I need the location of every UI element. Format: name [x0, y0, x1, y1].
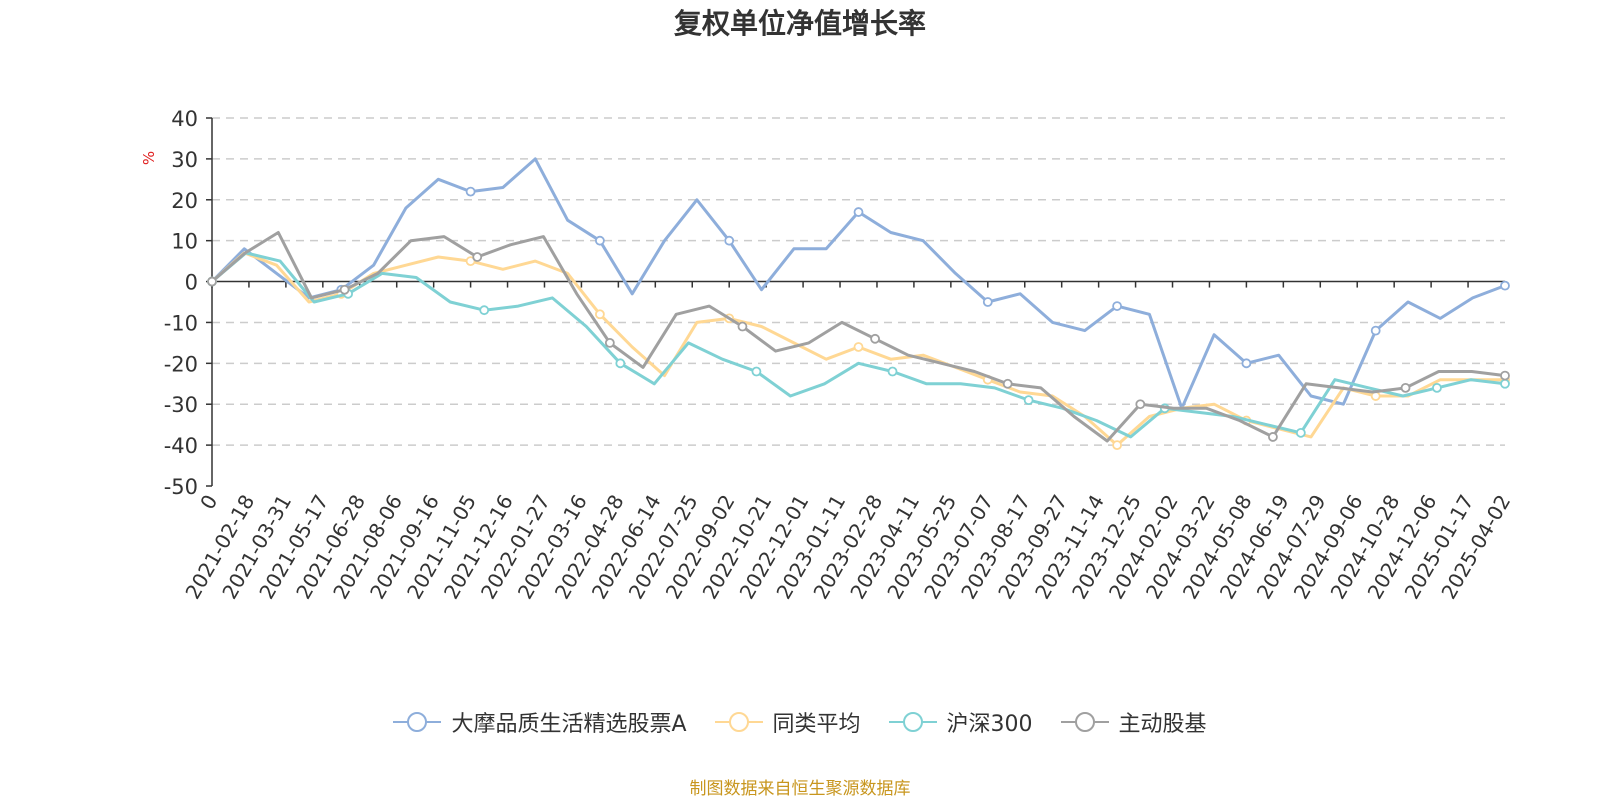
legend-marker-icon — [714, 712, 763, 732]
series-point-0 — [1500, 280, 1510, 291]
series-point-3 — [870, 333, 880, 344]
series-point-3 — [604, 337, 615, 348]
y-tick-label: 0 — [185, 271, 198, 295]
chart-title: 复权单位净值增长率 — [673, 7, 926, 40]
source-note: 制图数据来自恒生聚源数据库 — [689, 779, 911, 799]
series-point-0 — [595, 235, 605, 246]
series-point-3 — [737, 321, 748, 332]
series-point-2 — [1295, 427, 1306, 438]
series-point-0 — [853, 207, 864, 217]
series-point-3 — [472, 252, 483, 262]
series-point-3 — [1268, 432, 1278, 442]
legend-label: 沪深300 — [946, 712, 1033, 737]
y-tick-label: 30 — [171, 148, 198, 172]
series-point-3 — [1135, 399, 1146, 410]
series-point-1 — [1112, 440, 1122, 451]
series-point-2 — [751, 366, 762, 377]
legend-item-peer-average[interactable]: 同类平均 — [714, 706, 861, 738]
series-line-3 — [211, 231, 1506, 443]
series-point-3 — [1002, 378, 1013, 389]
series-point-2 — [1023, 395, 1034, 406]
series-point-0 — [1241, 358, 1252, 369]
series-point-2 — [887, 366, 898, 377]
series-point-0 — [465, 186, 476, 197]
series-point-0 — [724, 235, 735, 246]
series-point-3 — [339, 284, 350, 295]
y-tick-label: -50 — [164, 475, 198, 499]
series-point-0 — [1112, 301, 1122, 311]
series-point-2 — [479, 305, 490, 316]
y-tick-label: -40 — [164, 434, 198, 458]
y-tick-label: 10 — [171, 230, 198, 254]
series-line-2 — [211, 251, 1506, 439]
legend-label: 主动股基 — [1118, 712, 1207, 737]
legend-marker-icon — [393, 712, 442, 732]
series-point-2 — [1500, 378, 1510, 389]
y-tick-label: 20 — [171, 189, 198, 213]
series-point-3 — [207, 276, 217, 287]
legend-marker-icon — [1060, 712, 1109, 732]
series-line-0 — [210, 157, 1506, 410]
y-tick-label: -20 — [164, 352, 198, 376]
series-point-1 — [853, 342, 864, 352]
y-tick-label: -30 — [164, 393, 198, 417]
series-point-2 — [615, 358, 626, 369]
legend-item-csi300[interactable]: 沪深300 — [888, 706, 1033, 738]
x-tick-label: 0 — [195, 491, 222, 514]
y-tick-label: -10 — [164, 311, 198, 335]
series-point-1 — [595, 309, 605, 320]
series-point-3 — [1400, 382, 1411, 393]
series-point-2 — [1432, 382, 1442, 393]
series-point-0 — [982, 297, 993, 307]
legend-marker-icon — [888, 712, 937, 732]
legend-item-fund[interactable]: 大摩品质生活精选股票A — [393, 706, 687, 738]
legend: 大摩品质生活精选股票A 同类平均 沪深300 主动股基 — [0, 706, 1600, 738]
legend-label: 同类平均 — [772, 712, 861, 737]
legend-label: 大摩品质生活精选股票A — [451, 712, 687, 737]
series-point-0 — [1370, 325, 1381, 336]
series-point-3 — [1500, 370, 1510, 381]
legend-item-active-equity[interactable]: 主动股基 — [1060, 706, 1207, 738]
y-axis-unit-label: % — [140, 151, 158, 165]
y-tick-label: 40 — [171, 107, 198, 131]
